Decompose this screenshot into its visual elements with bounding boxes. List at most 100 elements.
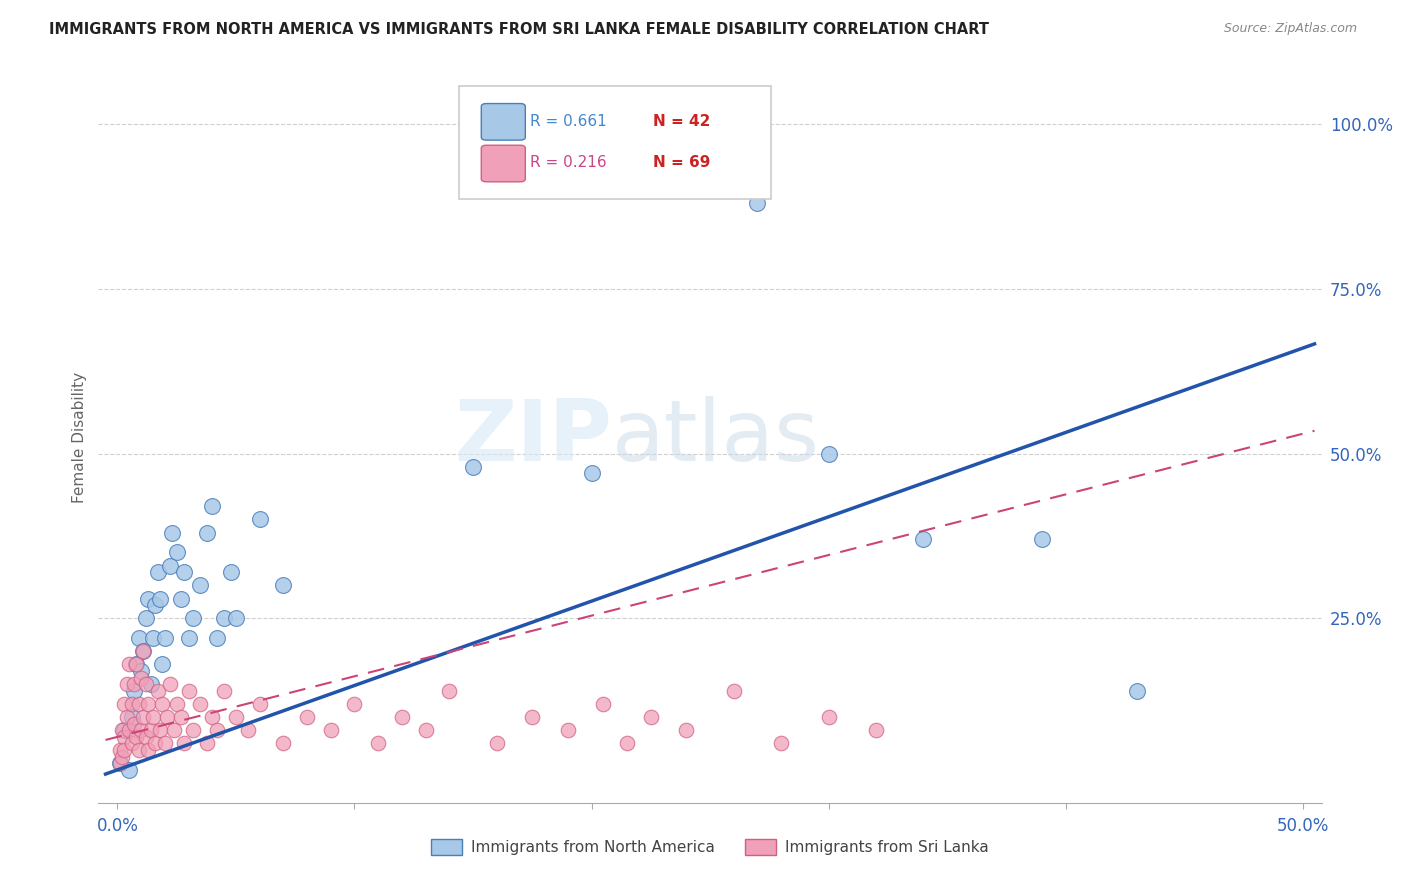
Point: [132, 644, 155, 658]
Point: [166, 545, 188, 559]
Point: [225, 611, 247, 625]
Point: [136, 697, 159, 711]
Point: [146, 565, 169, 579]
Point: [146, 683, 169, 698]
Point: [865, 723, 887, 738]
Point: [201, 500, 224, 514]
Point: [173, 737, 195, 751]
Point: [143, 737, 166, 751]
Point: [152, 697, 174, 711]
Point: [115, 710, 138, 724]
Point: [170, 591, 193, 606]
Point: [415, 723, 437, 738]
Text: atlas: atlas: [612, 395, 820, 479]
Point: [129, 671, 152, 685]
Point: [128, 743, 150, 757]
Point: [114, 723, 136, 738]
Text: R = 0.661: R = 0.661: [530, 113, 607, 128]
Point: [181, 611, 204, 625]
Point: [114, 697, 136, 711]
Point: [114, 743, 136, 757]
Point: [122, 716, 145, 731]
Point: [128, 697, 150, 711]
Point: [121, 737, 143, 751]
Point: [121, 710, 143, 724]
Point: [115, 677, 138, 691]
Point: [108, 756, 131, 771]
Point: [912, 533, 935, 547]
Point: [319, 723, 342, 738]
Point: [118, 657, 141, 672]
Text: N = 69: N = 69: [652, 155, 710, 170]
Point: [249, 697, 271, 711]
Point: [343, 697, 366, 711]
Point: [118, 763, 141, 777]
Point: [675, 723, 697, 738]
Point: [159, 558, 181, 573]
Point: [557, 723, 579, 738]
Point: [197, 525, 219, 540]
Point: [108, 743, 131, 757]
Point: [163, 723, 186, 738]
Point: [592, 697, 614, 711]
Point: [142, 631, 165, 645]
Point: [156, 710, 179, 724]
Point: [522, 710, 544, 724]
FancyBboxPatch shape: [481, 145, 526, 182]
Point: [122, 677, 145, 691]
Point: [1031, 533, 1053, 547]
Point: [111, 749, 134, 764]
Point: [125, 657, 148, 672]
Point: [128, 631, 150, 645]
Point: [747, 196, 769, 211]
Point: [295, 710, 318, 724]
Text: ZIP: ZIP: [454, 395, 612, 479]
Point: [166, 697, 188, 711]
Point: [391, 710, 413, 724]
Point: [249, 512, 271, 526]
Point: [439, 683, 461, 698]
Point: [153, 737, 176, 751]
Point: [160, 525, 183, 540]
Point: [149, 723, 172, 738]
Point: [181, 723, 204, 738]
Point: [723, 683, 745, 698]
Point: [225, 710, 247, 724]
Point: [236, 723, 259, 738]
Point: [485, 737, 508, 751]
Point: [125, 730, 148, 744]
Point: [121, 697, 143, 711]
Point: [135, 611, 157, 625]
Point: [177, 631, 200, 645]
Point: [1125, 683, 1147, 698]
Legend: Immigrants from North America, Immigrants from Sri Lanka: Immigrants from North America, Immigrant…: [425, 833, 995, 861]
Point: [201, 710, 224, 724]
Point: [219, 565, 242, 579]
Point: [136, 591, 159, 606]
Text: R = 0.216: R = 0.216: [530, 155, 607, 170]
Point: [139, 677, 162, 691]
Point: [136, 743, 159, 757]
Text: Source: ZipAtlas.com: Source: ZipAtlas.com: [1223, 22, 1357, 36]
Point: [118, 723, 141, 738]
Point: [273, 578, 295, 592]
Point: [132, 710, 155, 724]
Point: [152, 657, 174, 672]
Point: [153, 631, 176, 645]
Point: [108, 756, 131, 771]
Point: [367, 737, 389, 751]
Point: [212, 611, 235, 625]
Text: N = 42: N = 42: [652, 113, 710, 128]
Point: [135, 677, 157, 691]
Point: [139, 723, 162, 738]
Point: [581, 467, 603, 481]
Point: [177, 683, 200, 698]
Point: [114, 730, 136, 744]
Point: [142, 710, 165, 724]
Point: [188, 697, 212, 711]
Point: [817, 446, 839, 460]
Point: [122, 683, 145, 698]
Point: [149, 591, 172, 606]
Point: [129, 664, 152, 678]
Point: [111, 723, 134, 738]
